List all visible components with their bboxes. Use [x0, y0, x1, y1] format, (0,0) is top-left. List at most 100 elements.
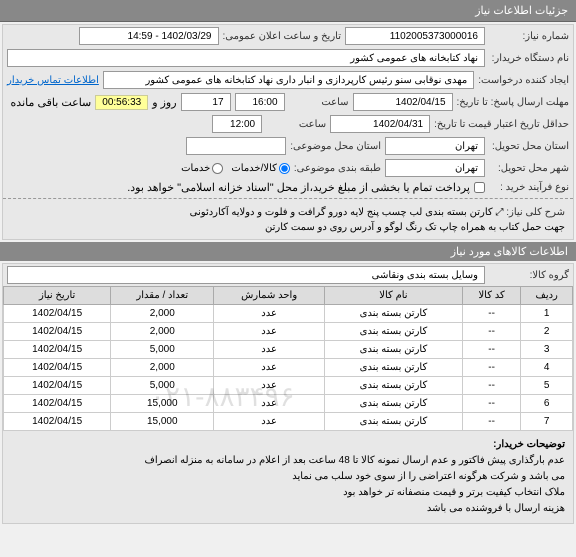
- notes-line2: می باشد و شرکت هرگونه اعتراضی را از سوی …: [11, 469, 565, 485]
- table-cell: --: [462, 377, 520, 395]
- table-cell: 2,000: [111, 359, 214, 377]
- table-cell: 5,000: [111, 341, 214, 359]
- table-cell: 2,000: [111, 323, 214, 341]
- table-header: ردیف: [521, 287, 573, 305]
- city-label: شهر محل تحویل:: [489, 163, 569, 174]
- time-label-1: ساعت: [289, 97, 349, 108]
- table-header: واحد شمارش: [214, 287, 325, 305]
- province-label: استان محل تحویل:: [489, 141, 569, 152]
- table-row: 7--کارتن بسته بندیعدد15,0001402/04/15: [4, 413, 573, 431]
- class-goods-radio[interactable]: [279, 163, 290, 174]
- subject-province-field: [186, 137, 286, 155]
- table-header: تعداد / مقدار: [111, 287, 214, 305]
- days-left-field: 17: [181, 93, 231, 111]
- table-row: 3--کارتن بسته بندیعدد5,0001402/04/15: [4, 341, 573, 359]
- countdown-timer: 00:56:33: [95, 95, 148, 110]
- contact-link[interactable]: اطلاعات تماس خریدار: [7, 75, 99, 86]
- deadline-label: مهلت ارسال پاسخ: تا تاریخ:: [457, 97, 569, 108]
- table-cell: 1402/04/15: [4, 377, 111, 395]
- remain-label: ساعت باقی مانده: [11, 96, 92, 109]
- table-cell: عدد: [214, 323, 325, 341]
- notes-line1: عدم بارگذاری پیش فاکتور و عدم ارسال نمون…: [11, 453, 565, 469]
- table-cell: کارتن بسته بندی: [324, 341, 462, 359]
- table-header: نام کالا: [324, 287, 462, 305]
- table-cell: کارتن بسته بندی: [324, 413, 462, 431]
- table-cell: عدد: [214, 341, 325, 359]
- table-cell: --: [462, 359, 520, 377]
- table-cell: 1402/04/15: [4, 341, 111, 359]
- desc-line2: جهت حمل کتاب به همراه چاپ تک رنگ لوگو و …: [265, 222, 565, 233]
- class-radio-group: کالا/خدمات خدمات: [181, 163, 290, 174]
- notes-label: توضیحات خریدار:: [493, 439, 565, 450]
- table-row: 1--کارتن بسته بندیعدد2,0001402/04/15: [4, 305, 573, 323]
- table-cell: عدد: [214, 359, 325, 377]
- notes-line4: هزینه ارسال با فروشنده می باشد: [11, 501, 565, 517]
- valid-time-field: 12:00: [212, 115, 262, 133]
- creator-field: مهدی نوقابی سنو رئیس کارپردازی و انبار د…: [103, 71, 474, 89]
- page-header: جزئیات اطلاعات نیاز: [0, 0, 576, 22]
- need-no-label: شماره نیاز:: [489, 31, 569, 42]
- table-cell: عدد: [214, 377, 325, 395]
- table-cell: کارتن بسته بندی: [324, 305, 462, 323]
- table-cell: --: [462, 413, 520, 431]
- items-header-title: اطلاعات کالاهای مورد نیاز: [451, 246, 568, 258]
- deadline-date-field: 1402/04/15: [353, 93, 453, 111]
- table-cell: 1402/04/15: [4, 395, 111, 413]
- table-header: تاریخ نیاز: [4, 287, 111, 305]
- table-cell: عدد: [214, 305, 325, 323]
- time-label-2: ساعت: [266, 119, 326, 130]
- days-label: روز و: [152, 96, 176, 109]
- class-label: طبقه بندی موضوعی:: [294, 163, 381, 174]
- table-cell: 5: [521, 377, 573, 395]
- table-cell: 1402/04/15: [4, 359, 111, 377]
- need-no-field: 1102005373000016: [345, 27, 485, 45]
- process-note: پرداخت تمام یا بخشی از مبلغ خرید،از محل …: [127, 181, 470, 194]
- table-cell: 15,000: [111, 413, 214, 431]
- table-cell: کارتن بسته بندی: [324, 395, 462, 413]
- class-goods-label: کالا/خدمات: [231, 163, 277, 174]
- creator-label: ایجاد کننده درخواست:: [478, 75, 569, 86]
- desc-label: شرح کلی نیاز:: [506, 207, 565, 218]
- table-cell: کارتن بسته بندی: [324, 377, 462, 395]
- class-service-label: خدمات: [181, 163, 210, 174]
- class-service-radio[interactable]: [212, 163, 223, 174]
- subject-province-label: استان محل موضوعی:: [290, 141, 381, 152]
- header-title: جزئیات اطلاعات نیاز: [475, 5, 568, 17]
- table-cell: 5,000: [111, 377, 214, 395]
- table-row: 2--کارتن بسته بندیعدد2,0001402/04/15: [4, 323, 573, 341]
- items-table: ردیفکد کالانام کالاواحد شمارشتعداد / مقد…: [3, 286, 573, 431]
- valid-label: حداقل تاریخ اعتبار قیمت تا تاریخ:: [434, 119, 569, 130]
- expand-icon[interactable]: ⤢: [495, 207, 503, 218]
- table-header: کد کالا: [462, 287, 520, 305]
- table-cell: 1402/04/15: [4, 413, 111, 431]
- table-cell: 15,000: [111, 395, 214, 413]
- group-label: گروه کالا:: [489, 270, 569, 281]
- table-cell: عدد: [214, 413, 325, 431]
- deadline-time-field: 16:00: [235, 93, 285, 111]
- table-row: 6--کارتن بسته بندیعدد15,0001402/04/15: [4, 395, 573, 413]
- table-row: 4--کارتن بسته بندیعدد2,0001402/04/15: [4, 359, 573, 377]
- valid-date-field: 1402/04/31: [330, 115, 430, 133]
- table-cell: --: [462, 305, 520, 323]
- table-cell: 1: [521, 305, 573, 323]
- province-field: تهران: [385, 137, 485, 155]
- notes-line3: ملاک انتخاب کیفیت برتر و قیمت منصفانه تر…: [11, 485, 565, 501]
- table-cell: 1402/04/15: [4, 323, 111, 341]
- table-cell: 2,000: [111, 305, 214, 323]
- process-checkbox[interactable]: [474, 182, 485, 193]
- table-cell: --: [462, 323, 520, 341]
- table-cell: 7: [521, 413, 573, 431]
- org-label: نام دستگاه خریدار:: [489, 53, 569, 64]
- table-cell: 4: [521, 359, 573, 377]
- group-field: وسایل بسته بندی ونقاشی: [7, 266, 485, 284]
- org-field: نهاد کتابخانه های عمومی کشور: [7, 49, 485, 67]
- city-field: تهران: [385, 159, 485, 177]
- table-cell: عدد: [214, 395, 325, 413]
- table-cell: 6: [521, 395, 573, 413]
- table-cell: --: [462, 395, 520, 413]
- table-cell: 2: [521, 323, 573, 341]
- items-header: اطلاعات کالاهای مورد نیاز: [0, 242, 576, 261]
- table-cell: کارتن بسته بندی: [324, 359, 462, 377]
- table-row: 5--کارتن بسته بندیعدد5,0001402/04/15: [4, 377, 573, 395]
- announce-field: 1402/03/29 - 14:59: [79, 27, 219, 45]
